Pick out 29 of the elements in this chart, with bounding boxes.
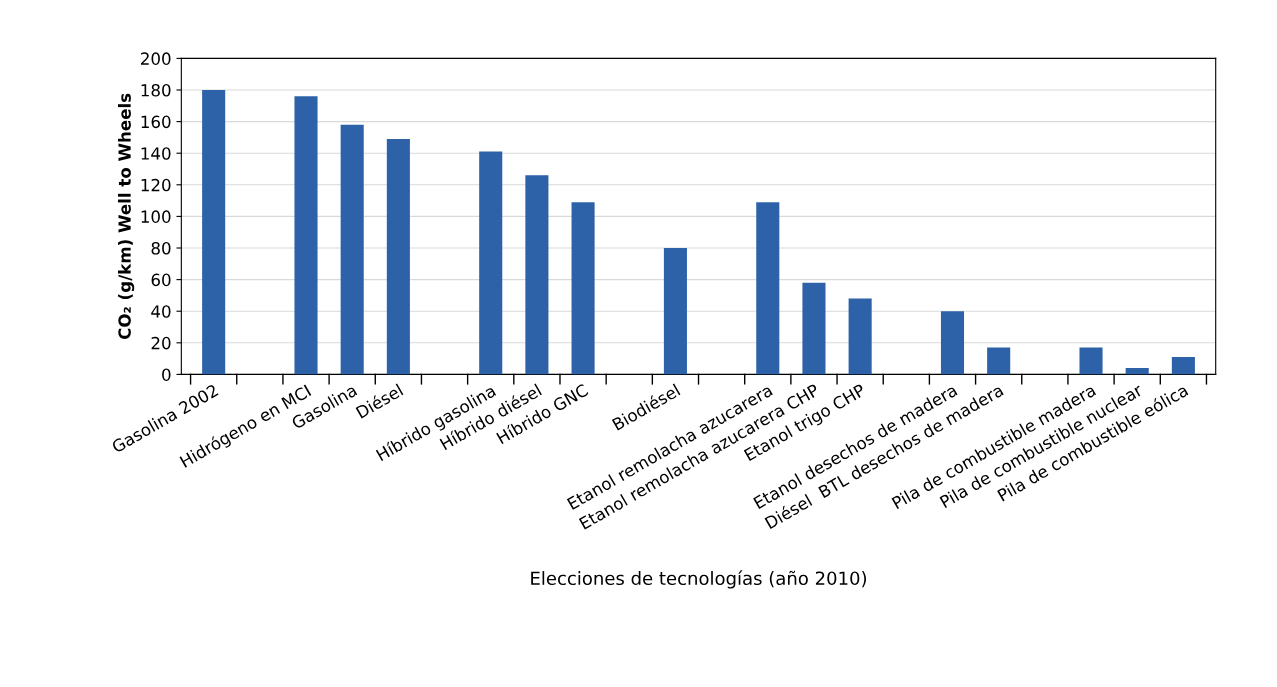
bar [802, 282, 826, 375]
y-tick-label: 140 [141, 147, 171, 160]
bar [987, 347, 1011, 375]
y-tick-label: 120 [141, 178, 171, 192]
y-tick-label: 80 [151, 241, 171, 255]
bar [294, 96, 318, 375]
bar [525, 175, 549, 375]
bar [386, 138, 410, 375]
bar [1125, 368, 1149, 375]
y-tick-label: 40 [151, 305, 171, 318]
bar [1171, 357, 1195, 375]
y-tick-label: 180 [141, 83, 171, 97]
x-axis-title: Elecciones de tecnologías (año 2010) [531, 570, 867, 589]
y-tick-label: 200 [141, 52, 171, 65]
y-axis-title: CO₂ (g/km) Well to Wheels [117, 93, 135, 340]
bar [202, 90, 226, 375]
y-tick-label: 160 [141, 115, 171, 129]
bar [1079, 347, 1103, 375]
y-tick-label: 0 [162, 368, 171, 381]
bar [663, 248, 687, 375]
y-tick-label: 20 [151, 336, 171, 350]
bar [571, 202, 595, 375]
bar [756, 202, 780, 375]
bar [340, 124, 364, 375]
bar [940, 311, 965, 375]
bar [479, 151, 503, 375]
y-tick-label: 60 [151, 273, 171, 287]
bar [848, 298, 872, 375]
y-tick-label: 100 [141, 210, 171, 223]
